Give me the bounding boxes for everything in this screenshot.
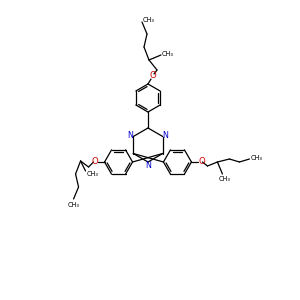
Text: CH₃: CH₃ (218, 176, 230, 182)
Text: N: N (162, 130, 168, 140)
Text: O: O (150, 71, 156, 80)
Text: N: N (145, 160, 151, 169)
Text: CH₃: CH₃ (68, 202, 80, 208)
Text: CH₃: CH₃ (162, 51, 174, 57)
Text: N: N (128, 130, 134, 140)
Text: CH₃: CH₃ (143, 17, 155, 23)
Text: O: O (91, 157, 98, 166)
Text: CH₃: CH₃ (250, 155, 262, 161)
Text: CH₃: CH₃ (87, 171, 99, 177)
Text: O: O (198, 157, 205, 166)
